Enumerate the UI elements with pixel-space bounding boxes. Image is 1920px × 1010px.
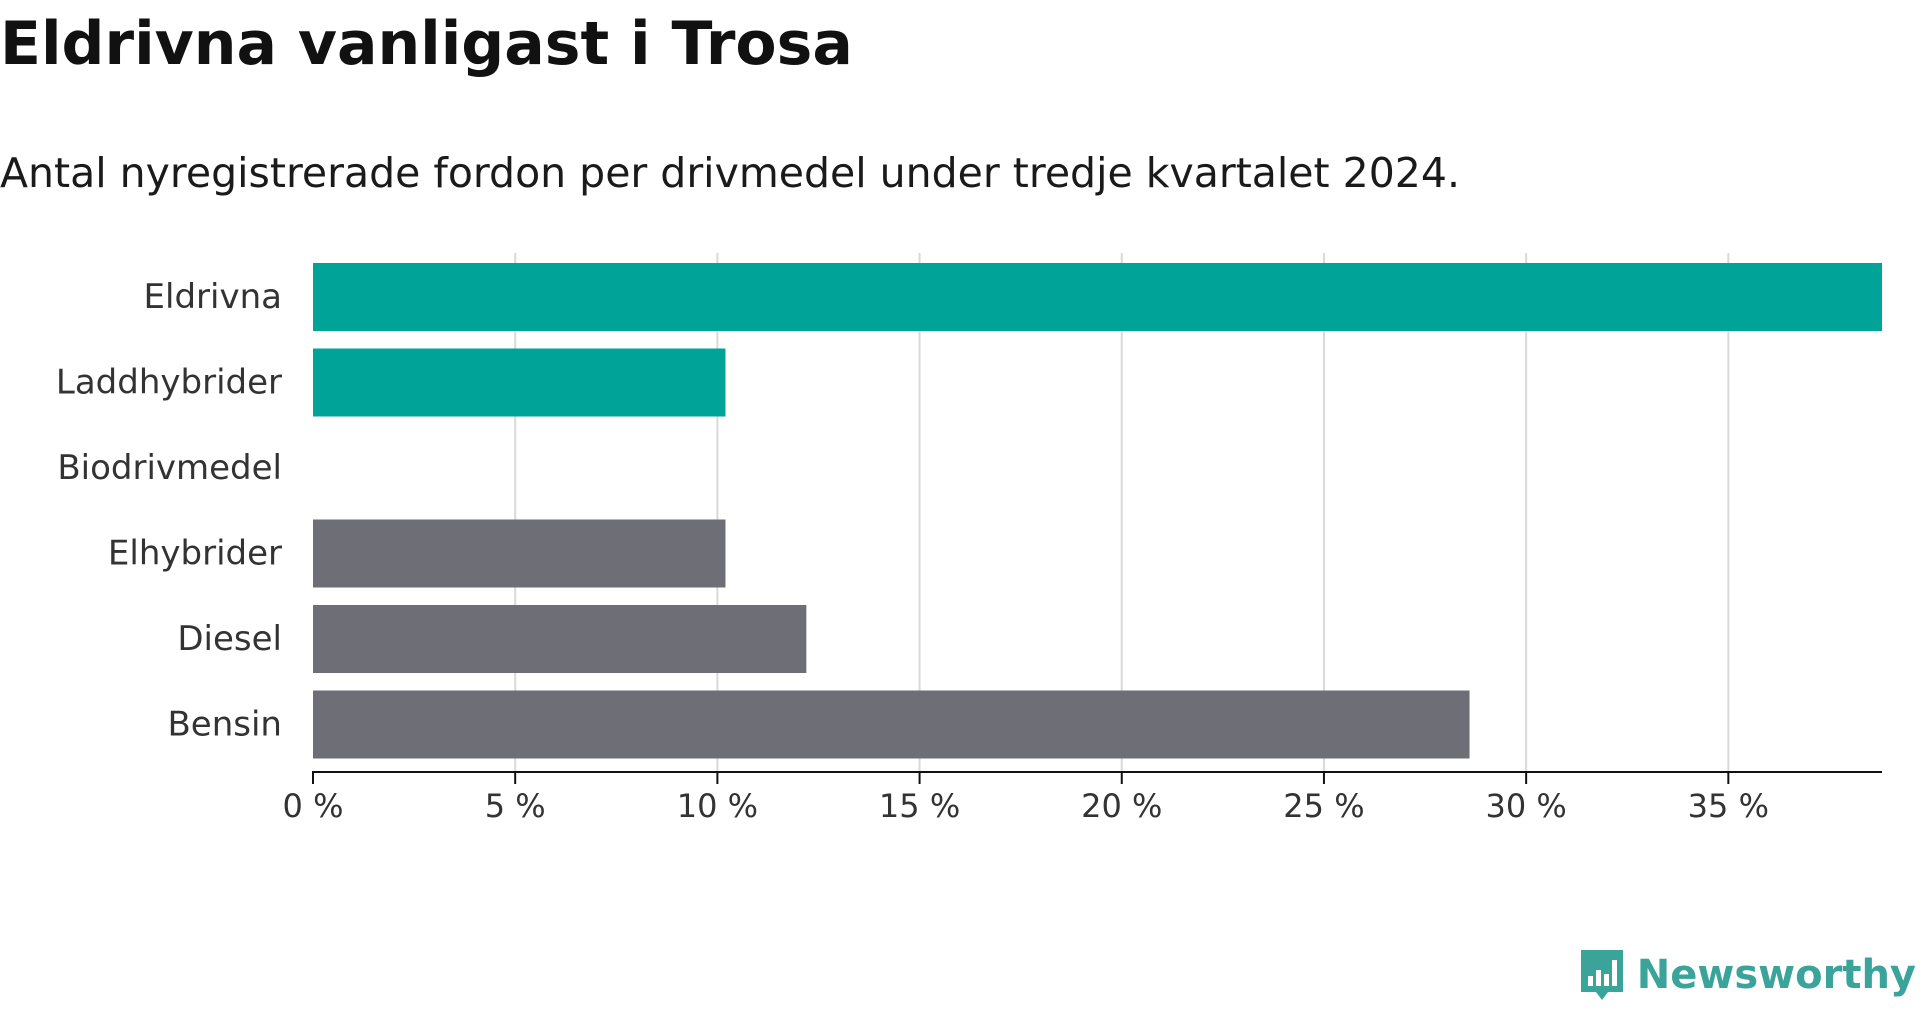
newsworthy-logo-icon (1580, 950, 1623, 1000)
category-label: Biodrivmedel (57, 448, 282, 488)
x-tick-label: 30 % (1485, 787, 1566, 825)
bar-chart: Eldrivna Laddhybrider Biodrivmedel Elhybrid… (56, 253, 1882, 825)
x-tick-label: 25 % (1283, 787, 1364, 825)
bar-diesel (313, 605, 807, 673)
newsworthy-logo: Newsworthy (1577, 940, 1916, 1010)
x-tick-label: 15 % (879, 787, 960, 825)
bar-bensin (313, 690, 1470, 759)
x-tick-label: 10 % (677, 787, 758, 825)
bar-eldrivna (313, 263, 1882, 331)
chart-title: Eldrivna vanligast i Trosa (0, 9, 853, 79)
brand-name: Newsworthy (1636, 952, 1916, 998)
x-tick-label: 35 % (1688, 787, 1769, 825)
bars (313, 263, 1882, 759)
category-label: Eldrivna (144, 277, 282, 317)
category-label: Laddhybrider (56, 363, 282, 403)
category-labels: Eldrivna Laddhybrider Biodrivmedel Elhybrid… (56, 277, 282, 745)
bar-elhybrider (313, 519, 726, 588)
category-label: Bensin (167, 705, 282, 745)
gridlines (514, 253, 1730, 772)
chart-subtitle: Antal nyregistrerade fordon per drivmede… (0, 149, 1461, 197)
x-axis: 0 % 5 % 10 % 15 % 20 % 25 % 30 % 35 % (283, 771, 1882, 825)
x-tick-label: 0 % (283, 787, 344, 825)
x-tick-label: 5 % (485, 787, 546, 825)
x-tick-label: 20 % (1081, 787, 1162, 825)
category-label: Diesel (177, 619, 282, 659)
bar-laddhybrider (313, 348, 726, 417)
category-label: Elhybrider (108, 534, 282, 574)
